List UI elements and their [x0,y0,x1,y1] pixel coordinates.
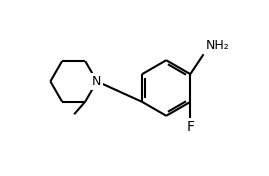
Text: F: F [186,120,194,134]
Text: NH₂: NH₂ [206,39,229,52]
Text: N: N [92,75,102,88]
